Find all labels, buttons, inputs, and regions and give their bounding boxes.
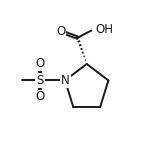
Text: N: N (61, 74, 69, 87)
Text: O: O (35, 90, 45, 103)
Text: OH: OH (95, 23, 113, 36)
Text: O: O (35, 58, 45, 71)
Text: S: S (36, 74, 44, 87)
Text: O: O (56, 25, 66, 38)
